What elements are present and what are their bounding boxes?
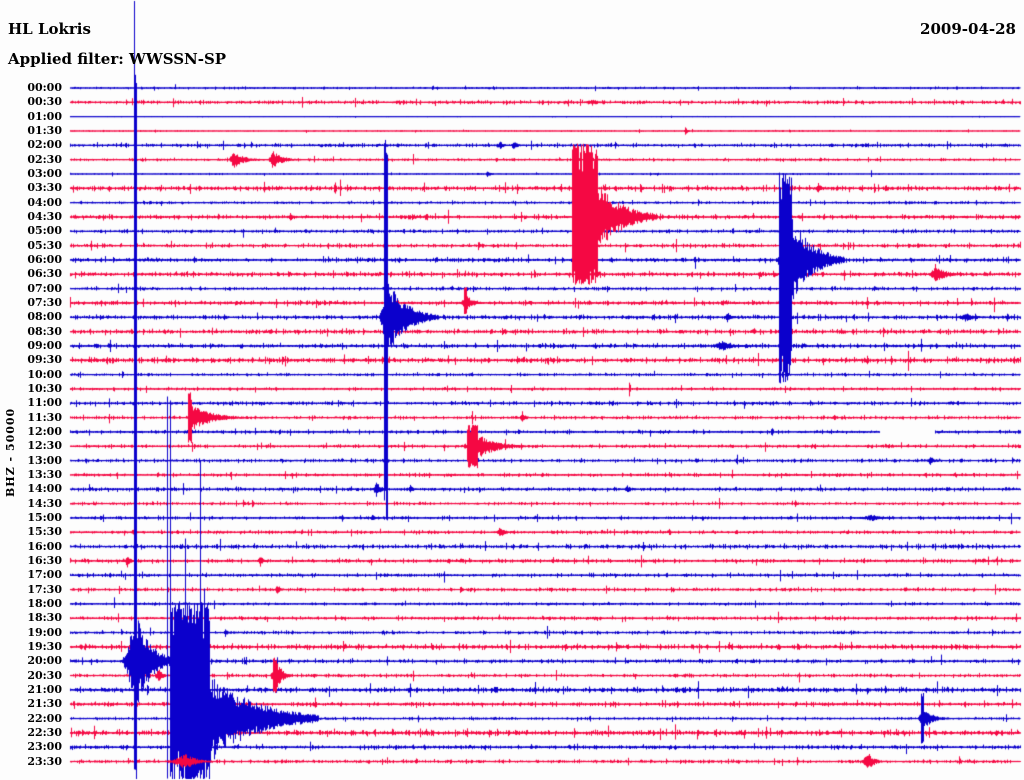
row-time-label: 19:00: [27, 625, 62, 639]
filter-label: Applied filter: WWSSN-SP: [8, 50, 227, 68]
row-time-label: 05:30: [27, 238, 62, 252]
row-time-label: 03:00: [27, 166, 62, 180]
row-time-label: 13:30: [27, 467, 62, 481]
row-time-label: 21:30: [27, 697, 62, 711]
row-time-label: 18:30: [27, 611, 62, 625]
date-label: 2009-04-28: [920, 20, 1016, 38]
row-time-label: 23:00: [27, 740, 62, 754]
row-time-label: 15:30: [27, 525, 62, 539]
row-time-label: 06:00: [27, 252, 62, 266]
row-time-label: 12:30: [27, 439, 62, 453]
row-time-label: 08:30: [27, 324, 62, 338]
row-time-label: 03:30: [27, 181, 62, 195]
row-time-label: 10:00: [27, 367, 62, 381]
row-time-label: 17:30: [27, 582, 62, 596]
row-time-label: 17:00: [27, 568, 62, 582]
row-time-label: 07:30: [27, 295, 62, 309]
row-time-label: 11:00: [27, 396, 62, 410]
row-time-label: 16:30: [27, 553, 62, 567]
row-time-label: 01:30: [27, 123, 62, 137]
row-time-label: 22:00: [27, 711, 62, 725]
row-time-label: 10:30: [27, 381, 62, 395]
row-time-label: 08:00: [27, 310, 62, 324]
row-time-label: 04:00: [27, 195, 62, 209]
row-time-label: 11:30: [27, 410, 62, 424]
row-time-label: 19:30: [27, 639, 62, 653]
row-time-label: 14:30: [27, 496, 62, 510]
row-time-label: 01:00: [27, 109, 62, 123]
row-time-label: 09:00: [27, 338, 62, 352]
row-time-label: 04:30: [27, 209, 62, 223]
row-time-label: 06:30: [27, 267, 62, 281]
station-title: HL Lokris: [8, 20, 91, 38]
row-time-label: 21:00: [27, 682, 62, 696]
row-time-label: 07:00: [27, 281, 62, 295]
row-time-label: 18:00: [27, 596, 62, 610]
row-time-label: 22:30: [27, 725, 62, 739]
row-time-label: 00:30: [27, 95, 62, 109]
row-time-label: 05:00: [27, 224, 62, 238]
row-time-label: 02:00: [27, 138, 62, 152]
row-time-label: 20:00: [27, 654, 62, 668]
row-time-label: 13:00: [27, 453, 62, 467]
row-time-label: 16:00: [27, 539, 62, 553]
row-time-label: 00:00: [27, 81, 62, 94]
row-time-label: 14:00: [27, 482, 62, 496]
row-time-label: 23:30: [27, 754, 62, 768]
row-time-label: 12:00: [27, 424, 62, 438]
row-time-label: 20:30: [27, 668, 62, 682]
row-time-label: 09:30: [27, 353, 62, 367]
row-time-label: 02:30: [27, 152, 62, 166]
row-time-label: 15:00: [27, 510, 62, 524]
